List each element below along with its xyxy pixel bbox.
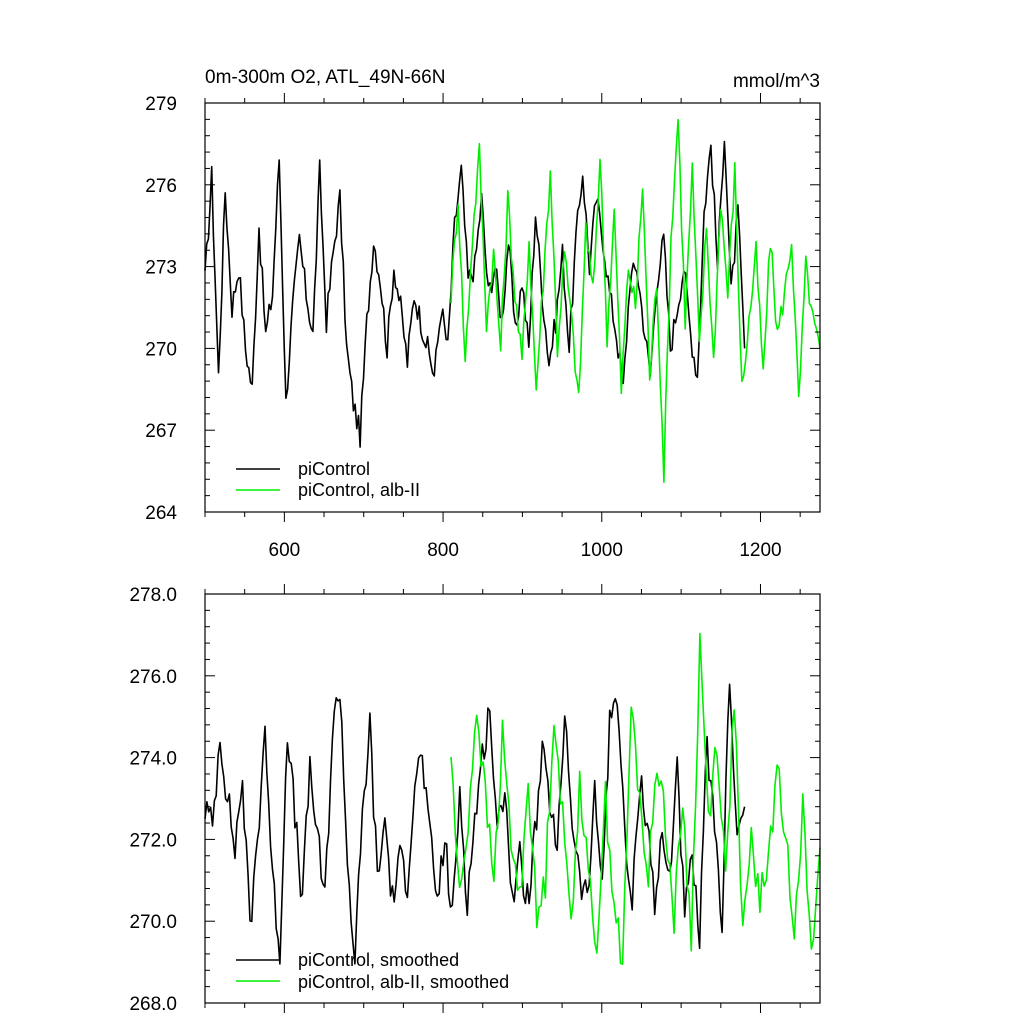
bottom-chart-panel: 268.0 270.0 272.0 274.0 276.0 278.0 piControl… xyxy=(129,584,821,1015)
axis-layer: 264 267 270 273 276 279 600 800 1000 1200 xyxy=(145,93,820,561)
x-tick-label: 1000 xyxy=(581,540,623,561)
y-tick-label: 270 xyxy=(145,339,177,360)
y-tick-label: 274.0 xyxy=(129,749,177,770)
legend-label-alb-ii: piControl, alb-II xyxy=(298,480,420,500)
series-line-picontrol-smoothed xyxy=(204,683,746,965)
legend-label-picontrol-smoothed: piControl, smoothed xyxy=(298,950,459,970)
chart-title: 0m-300m O2, ATL_49N-66N xyxy=(205,67,445,88)
series-line-picontrol-alb-ii-smoothed xyxy=(450,632,821,965)
y-tick-label: 268.0 xyxy=(129,994,177,1015)
series-line-picontrol xyxy=(204,140,746,448)
y-tick-label: 276.0 xyxy=(129,667,177,688)
y-tick-label: 264 xyxy=(145,503,177,524)
x-tick-label: 1200 xyxy=(739,540,781,561)
x-tick-label: 800 xyxy=(427,540,459,561)
legend-label-picontrol: piControl xyxy=(298,459,370,479)
plot-frame xyxy=(204,102,821,513)
series-layer xyxy=(204,632,821,965)
y-tick-label: 273 xyxy=(145,258,177,279)
series-layer xyxy=(204,118,821,483)
legend: piControl piControl, alb-II xyxy=(236,459,420,500)
legend: piControl, smoothed piControl, alb-II, s… xyxy=(236,950,509,992)
y-tick-label: 267 xyxy=(145,421,177,442)
y-tick-label: 272.0 xyxy=(129,830,177,851)
y-tick-label: 276 xyxy=(145,176,177,197)
series-line-picontrol-alb-ii xyxy=(450,118,821,483)
axis-layer: 268.0 270.0 272.0 274.0 276.0 278.0 xyxy=(129,584,820,1015)
top-chart-panel: 0m-300m O2, ATL_49N-66N mmol/m^3 2642672… xyxy=(145,67,821,561)
legend-label-alb-ii-smoothed: piControl, alb-II, smoothed xyxy=(298,972,509,992)
y-tick-label: 279 xyxy=(145,94,177,115)
plot-frame xyxy=(204,593,821,1004)
units-label: mmol/m^3 xyxy=(733,71,820,92)
y-tick-label: 270.0 xyxy=(129,912,177,933)
y-tick-label: 278.0 xyxy=(129,585,177,606)
x-tick-label: 600 xyxy=(269,540,301,561)
